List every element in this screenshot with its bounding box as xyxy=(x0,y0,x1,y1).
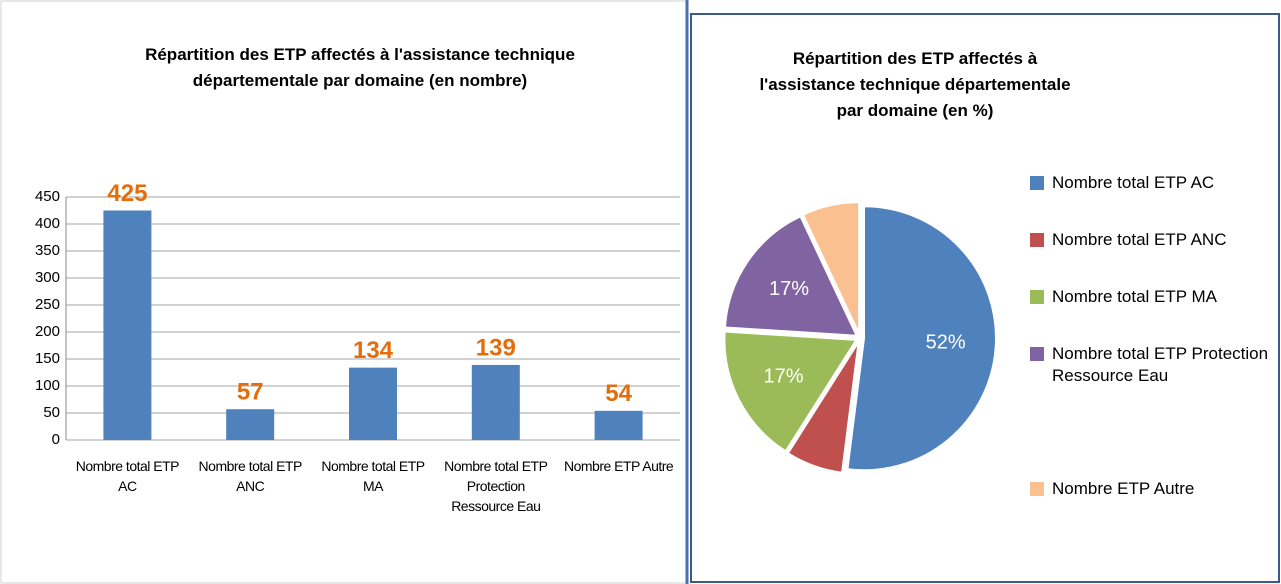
x-tick-label: Nombre total ETP ANC xyxy=(198,458,303,494)
x-tick-label: Nombre total ETP Protection Ressource Ea… xyxy=(444,458,548,514)
legend-entry: Nombre total ETP Protection Ressource Ea… xyxy=(1030,343,1281,387)
legend-swatch xyxy=(1030,347,1044,361)
legend-label: Nombre total ETP ANC xyxy=(1052,230,1227,249)
legend-label: Nombre total ETP AC xyxy=(1052,173,1215,192)
y-tick-label: 100 xyxy=(35,377,60,394)
slice-label: 52% xyxy=(926,332,966,354)
y-tick-label: 300 xyxy=(35,269,60,286)
legend-label: Nombre total ETP MA xyxy=(1052,287,1218,306)
legend-entry: Nombre total ETP AC xyxy=(1030,172,1281,194)
legend-entry: Nombre total ETP MA xyxy=(1030,286,1281,308)
bar xyxy=(349,367,397,440)
y-tick-label: 250 xyxy=(35,296,60,313)
y-tick-label: 200 xyxy=(35,323,60,340)
value-label: 425 xyxy=(107,180,147,207)
value-label: 139 xyxy=(476,334,516,361)
legend-swatch xyxy=(1030,482,1044,496)
legend-label: Nombre ETP Autre xyxy=(1052,479,1195,498)
legend-entry: Nombre total ETP ANC xyxy=(1030,229,1281,251)
pie-slice xyxy=(801,201,861,335)
slice-label: 17% xyxy=(764,365,804,387)
y-tick-label: 150 xyxy=(35,350,60,367)
pie-slice xyxy=(846,205,997,472)
y-tick-label: 350 xyxy=(35,242,60,259)
y-tick-label: 450 xyxy=(35,188,60,205)
value-label: 54 xyxy=(605,380,632,407)
pie-slice xyxy=(723,330,859,453)
x-tick-label: Nombre total ETP AC xyxy=(75,458,180,494)
x-tick-label: Nombre ETP Autre xyxy=(563,458,674,474)
bar xyxy=(226,409,275,440)
legend-swatch xyxy=(1030,176,1044,190)
pie-slice xyxy=(786,341,860,474)
x-tick-label: Nombre total ETP MA xyxy=(321,458,425,494)
y-tick-label: 400 xyxy=(35,215,60,232)
pie-title: Répartition des ETP affectés à l'assista… xyxy=(759,49,1071,120)
legend-entry: Nombre ETP Autre xyxy=(1030,478,1281,500)
bar xyxy=(103,210,152,440)
bar-title: Répartition des ETP affectés à l'assista… xyxy=(145,45,575,90)
pie-slice xyxy=(723,214,859,337)
slice-label: 17% xyxy=(769,278,809,300)
y-tick-label: 50 xyxy=(43,404,60,421)
legend-swatch xyxy=(1030,233,1044,247)
value-label: 134 xyxy=(353,337,394,364)
bar xyxy=(594,410,643,440)
value-label: 57 xyxy=(237,379,264,406)
bar xyxy=(471,364,520,440)
legend-swatch xyxy=(1030,290,1044,304)
y-tick-label: 0 xyxy=(52,431,60,448)
legend-label: Nombre total ETP Protection Ressource Ea… xyxy=(1052,344,1269,385)
